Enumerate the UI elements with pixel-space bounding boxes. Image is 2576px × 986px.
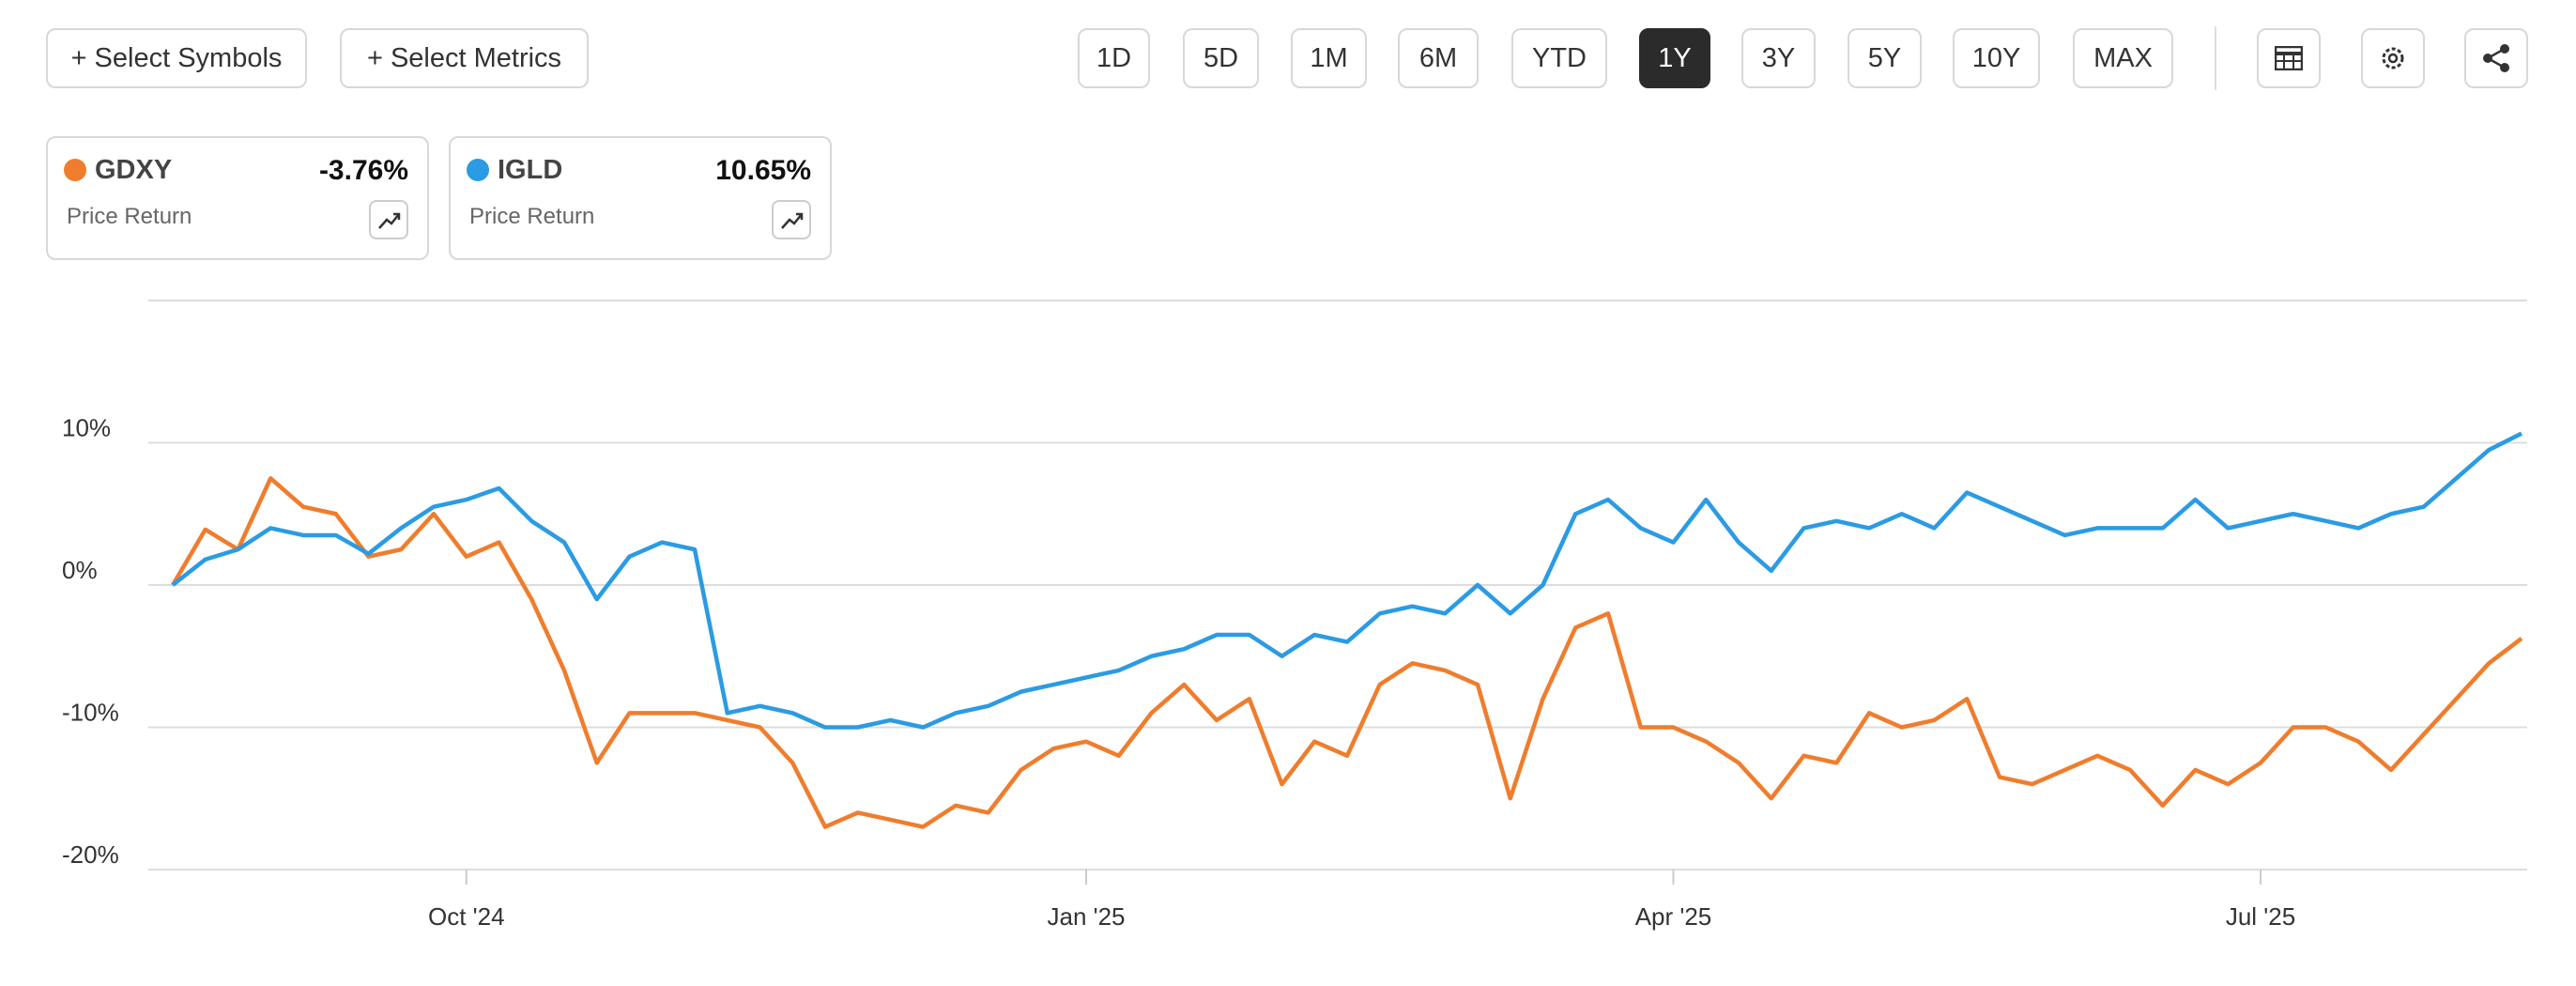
legend-card[interactable]: IGLD 10.65% Price Return bbox=[449, 136, 832, 260]
range-button[interactable]: 5D bbox=[1183, 28, 1259, 88]
chart-icon-button[interactable] bbox=[369, 200, 408, 239]
chart-icon-button[interactable] bbox=[772, 200, 811, 239]
range-button[interactable]: 1D bbox=[1078, 28, 1150, 88]
table-button[interactable] bbox=[2257, 28, 2321, 88]
range-button[interactable]: 10Y bbox=[1953, 28, 2040, 88]
series-change: -3.76% bbox=[318, 155, 408, 186]
divider bbox=[2215, 26, 2216, 90]
toolbar-button[interactable]: + Select Metrics bbox=[340, 28, 589, 88]
range-button[interactable]: 1Y bbox=[1639, 28, 1710, 88]
trend-icon bbox=[378, 212, 401, 229]
share-button[interactable] bbox=[2464, 28, 2528, 88]
range-button[interactable]: 6M bbox=[1398, 28, 1479, 88]
series-metric: Price Return bbox=[469, 204, 595, 229]
y-tick-label: 10% bbox=[62, 413, 111, 441]
series-name: IGLD bbox=[498, 155, 563, 185]
table-icon bbox=[2275, 46, 2303, 70]
settings-button[interactable] bbox=[2361, 28, 2425, 88]
series-name: GDXY bbox=[95, 155, 173, 185]
gear-icon bbox=[2382, 47, 2404, 69]
range-button[interactable]: YTD bbox=[1511, 28, 1607, 88]
range-button[interactable]: 3Y bbox=[1741, 28, 1816, 88]
x-tick-label: Apr '25 bbox=[1635, 902, 1712, 931]
legend-card[interactable]: GDXY -3.76% Price Return bbox=[46, 136, 429, 260]
trend-icon bbox=[781, 212, 804, 229]
y-tick-label: -20% bbox=[62, 840, 119, 869]
y-tick-label: -10% bbox=[62, 698, 119, 726]
range-button[interactable]: 5Y bbox=[1848, 28, 1922, 88]
y-tick-label: 0% bbox=[62, 556, 98, 584]
series-line bbox=[171, 476, 2523, 829]
share-icon bbox=[2483, 44, 2509, 72]
x-tick-label: Jan '25 bbox=[1047, 902, 1125, 931]
series-change: 10.65% bbox=[715, 155, 811, 186]
series-metric: Price Return bbox=[67, 204, 192, 229]
x-tick-label: Oct '24 bbox=[428, 902, 505, 931]
legend-dot bbox=[467, 159, 489, 181]
x-tick-label: Jul '25 bbox=[2226, 902, 2295, 931]
range-button[interactable]: 1M bbox=[1291, 28, 1367, 88]
series-line bbox=[171, 431, 2523, 730]
legend-dot bbox=[64, 159, 86, 181]
toolbar-button[interactable]: + Select Symbols bbox=[46, 28, 307, 88]
range-button[interactable]: MAX bbox=[2073, 28, 2173, 88]
